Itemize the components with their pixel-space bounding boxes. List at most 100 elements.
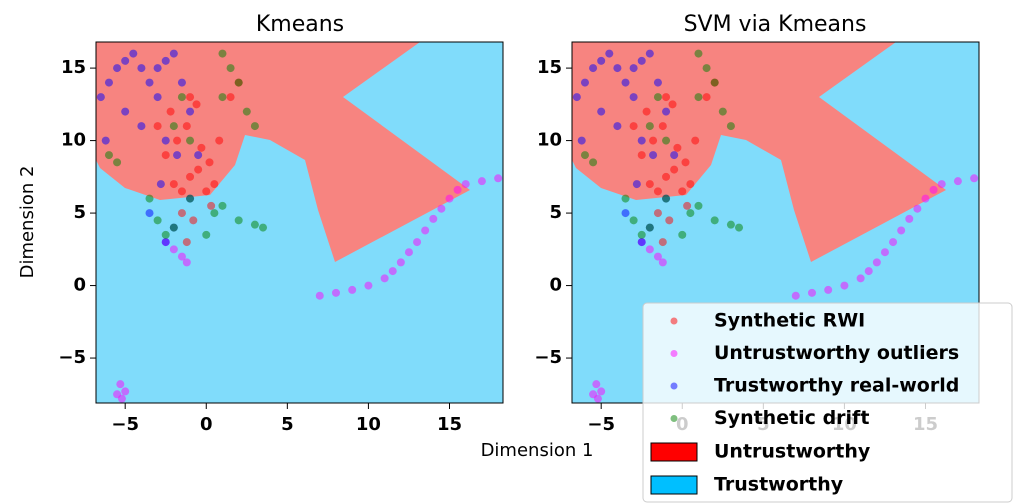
- point: [637, 230, 646, 239]
- point: [662, 107, 671, 116]
- point: [937, 180, 946, 189]
- point: [589, 158, 598, 167]
- chart-title: Kmeans: [256, 12, 344, 37]
- point: [678, 230, 687, 239]
- y-tick-label: 10: [537, 130, 562, 151]
- point: [621, 78, 630, 87]
- point: [234, 78, 243, 87]
- point: [226, 64, 235, 73]
- point: [637, 56, 646, 65]
- y-tick-label: −5: [534, 347, 562, 368]
- point: [678, 187, 687, 196]
- point: [186, 93, 195, 102]
- point: [673, 143, 682, 152]
- point: [921, 194, 930, 203]
- point: [194, 151, 203, 160]
- point: [589, 64, 598, 73]
- point: [864, 267, 873, 276]
- y-axis-label: Dimension 2: [17, 166, 38, 279]
- point: [726, 122, 735, 131]
- point: [577, 136, 586, 145]
- point: [653, 93, 662, 102]
- legend-label: Trustworthy: [714, 474, 844, 496]
- point: [205, 158, 214, 167]
- point: [145, 194, 154, 203]
- point: [145, 209, 154, 218]
- point: [662, 136, 671, 145]
- point: [388, 267, 397, 276]
- point: [494, 174, 503, 183]
- point: [668, 100, 677, 109]
- point: [580, 78, 589, 87]
- point: [242, 107, 251, 116]
- point: [169, 180, 178, 189]
- point: [437, 204, 446, 213]
- point: [116, 380, 125, 389]
- point: [177, 252, 186, 261]
- point: [145, 78, 154, 87]
- y-tick-label: 10: [61, 130, 86, 151]
- point: [153, 216, 162, 225]
- point: [642, 107, 651, 116]
- point: [380, 274, 389, 283]
- point: [580, 151, 589, 160]
- x-axis-label: Dimension 1: [481, 440, 594, 461]
- point: [653, 252, 662, 261]
- point: [169, 245, 178, 254]
- point: [250, 220, 259, 229]
- point: [889, 238, 898, 247]
- point: [96, 93, 105, 102]
- point: [445, 194, 454, 203]
- point: [477, 177, 486, 186]
- point: [104, 78, 113, 87]
- point: [186, 194, 195, 203]
- point: [649, 151, 658, 160]
- point: [683, 201, 692, 210]
- point: [315, 291, 324, 300]
- point: [153, 93, 162, 102]
- point: [629, 216, 638, 225]
- point: [694, 49, 703, 58]
- point: [629, 122, 638, 131]
- point: [665, 216, 674, 225]
- plot: −5 0 5 10 15 −5 0 5 10 15: [58, 41, 504, 435]
- point: [182, 122, 191, 131]
- legend-patch: [650, 442, 698, 462]
- point: [461, 180, 470, 189]
- point: [702, 93, 711, 102]
- point: [645, 223, 654, 232]
- point: [670, 151, 679, 160]
- y-tick-label: −5: [58, 347, 86, 368]
- point: [161, 238, 170, 247]
- point: [710, 216, 719, 225]
- point: [572, 93, 581, 102]
- point: [161, 230, 170, 239]
- point: [662, 93, 671, 102]
- point: [645, 245, 654, 254]
- point: [629, 93, 638, 102]
- legend-label: Synthetic drift: [714, 407, 869, 429]
- point: [637, 151, 646, 160]
- point: [637, 136, 646, 145]
- y-tick-label: 0: [549, 275, 562, 296]
- point: [137, 122, 146, 131]
- point: [413, 238, 422, 247]
- point: [913, 204, 922, 213]
- point: [215, 136, 224, 145]
- plot-frame: [95, 41, 504, 404]
- point: [182, 258, 191, 267]
- point: [153, 64, 162, 73]
- point: [161, 56, 170, 65]
- point: [605, 49, 614, 58]
- point: [681, 158, 690, 167]
- point: [840, 281, 849, 290]
- point: [694, 201, 703, 210]
- point: [189, 216, 198, 225]
- point: [197, 143, 206, 152]
- point: [121, 387, 130, 396]
- point: [396, 258, 405, 267]
- point: [226, 93, 235, 102]
- point: [621, 209, 630, 218]
- legend-marker: [670, 382, 678, 390]
- point: [897, 226, 906, 235]
